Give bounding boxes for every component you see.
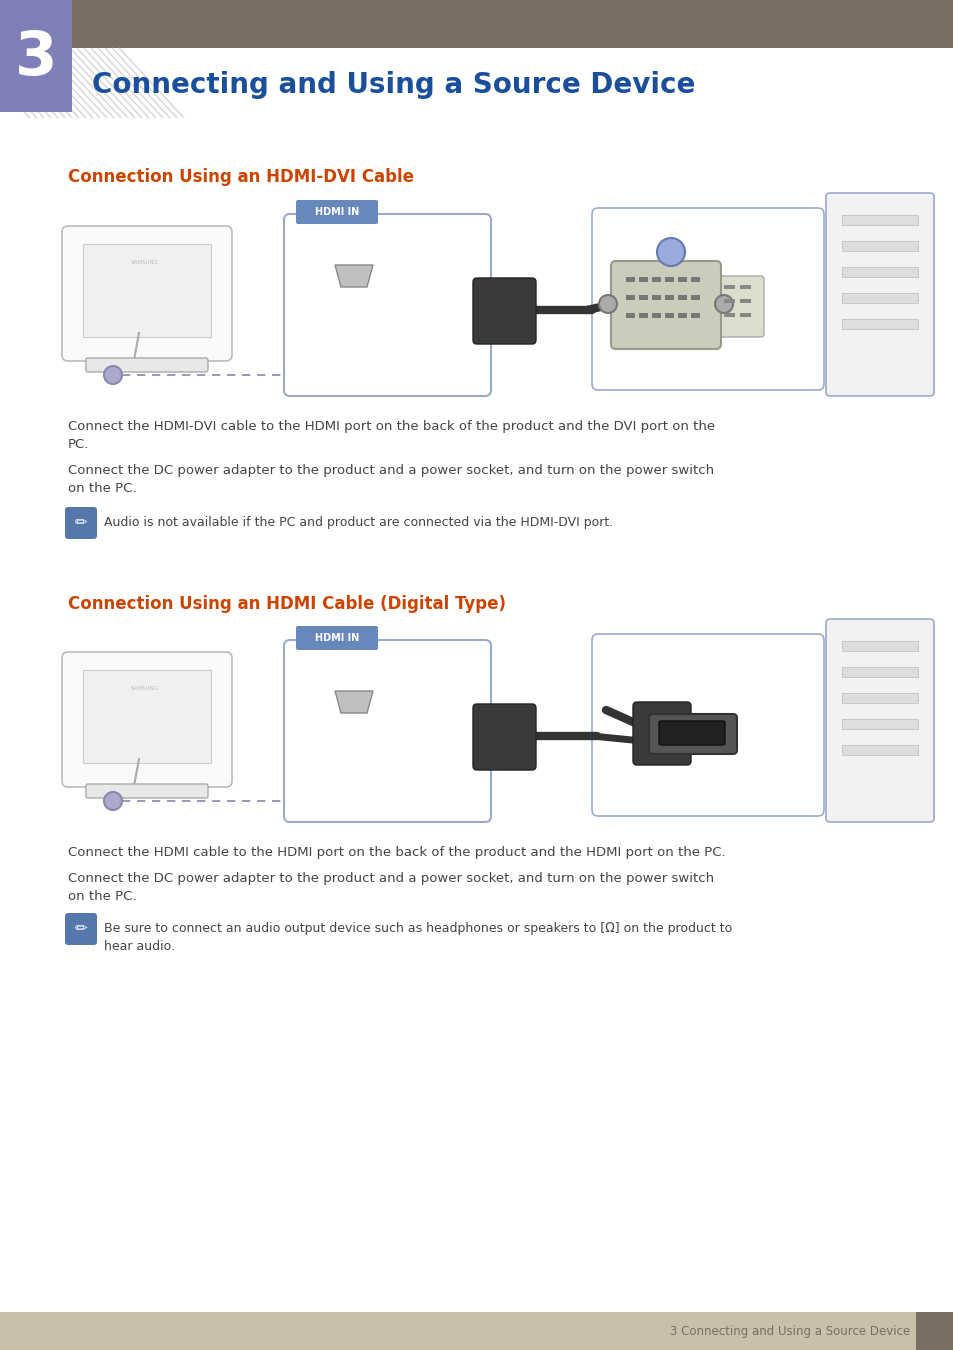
- Text: Connecting and Using a Source Device: Connecting and Using a Source Device: [91, 72, 695, 99]
- FancyBboxPatch shape: [592, 634, 823, 815]
- Circle shape: [104, 366, 122, 383]
- Circle shape: [657, 238, 684, 266]
- Text: PC.: PC.: [68, 437, 90, 451]
- Bar: [690, 296, 700, 300]
- Text: Connect the HDMI-DVI cable to the HDMI port on the back of the product and the D: Connect the HDMI-DVI cable to the HDMI p…: [68, 420, 715, 433]
- Text: on the PC.: on the PC.: [68, 482, 136, 495]
- Text: Connect the DC power adapter to the product and a power socket, and turn on the : Connect the DC power adapter to the prod…: [68, 872, 714, 886]
- Text: Connect the HDMI cable to the HDMI port on the back of the product and the HDMI : Connect the HDMI cable to the HDMI port …: [68, 846, 725, 859]
- FancyBboxPatch shape: [825, 193, 933, 396]
- FancyBboxPatch shape: [592, 208, 823, 390]
- Polygon shape: [335, 265, 373, 288]
- FancyBboxPatch shape: [473, 278, 536, 344]
- Bar: [664, 277, 673, 282]
- Circle shape: [104, 792, 122, 810]
- Bar: [664, 313, 673, 319]
- FancyBboxPatch shape: [65, 508, 97, 539]
- Text: Be sure to connect an audio output device such as headphones or speakers to [Ω] : Be sure to connect an audio output devic…: [104, 922, 732, 936]
- Text: HDMI IN: HDMI IN: [314, 633, 358, 643]
- Bar: [841, 319, 917, 329]
- Bar: [0, 1312, 953, 1350]
- Bar: [723, 298, 734, 302]
- Polygon shape: [335, 691, 373, 713]
- Bar: [0, 0, 71, 112]
- FancyBboxPatch shape: [295, 626, 377, 649]
- Bar: [639, 296, 647, 300]
- Bar: [690, 277, 700, 282]
- Circle shape: [598, 296, 617, 313]
- Bar: [841, 667, 917, 676]
- Text: SAMSUNG: SAMSUNG: [131, 686, 159, 690]
- Bar: [841, 745, 917, 755]
- Bar: [664, 296, 673, 300]
- FancyBboxPatch shape: [825, 620, 933, 822]
- Bar: [740, 285, 750, 289]
- Bar: [841, 720, 917, 729]
- Text: Connection Using an HDMI Cable (Digital Type): Connection Using an HDMI Cable (Digital …: [68, 595, 505, 613]
- Bar: [639, 277, 647, 282]
- FancyBboxPatch shape: [284, 215, 491, 396]
- Bar: [841, 293, 917, 302]
- Text: Connect the DC power adapter to the product and a power socket, and turn on the : Connect the DC power adapter to the prod…: [68, 464, 714, 477]
- FancyBboxPatch shape: [648, 714, 737, 755]
- Text: ✏: ✏: [74, 516, 88, 531]
- FancyBboxPatch shape: [712, 275, 763, 338]
- Bar: [639, 313, 647, 319]
- Circle shape: [714, 296, 732, 313]
- Bar: [723, 313, 734, 317]
- Bar: [841, 215, 917, 225]
- Bar: [678, 277, 686, 282]
- Bar: [83, 244, 211, 338]
- Bar: [740, 313, 750, 317]
- Bar: [678, 313, 686, 319]
- Bar: [625, 296, 635, 300]
- Bar: [0, 0, 953, 49]
- FancyBboxPatch shape: [473, 703, 536, 769]
- Text: 3: 3: [14, 28, 57, 88]
- Bar: [651, 313, 660, 319]
- FancyBboxPatch shape: [284, 640, 491, 822]
- Bar: [625, 277, 635, 282]
- Text: on the PC.: on the PC.: [68, 890, 136, 903]
- Bar: [915, 1312, 953, 1350]
- Text: Audio is not available if the PC and product are connected via the HDMI-DVI port: Audio is not available if the PC and pro…: [104, 516, 613, 529]
- FancyBboxPatch shape: [610, 261, 720, 350]
- Bar: [651, 296, 660, 300]
- Bar: [690, 313, 700, 319]
- Text: HDMI IN: HDMI IN: [314, 207, 358, 217]
- FancyBboxPatch shape: [62, 225, 232, 360]
- Text: ✏: ✏: [74, 922, 88, 937]
- Text: SAMSUNG: SAMSUNG: [131, 259, 159, 265]
- FancyBboxPatch shape: [65, 913, 97, 945]
- Bar: [625, 313, 635, 319]
- Text: Connection Using an HDMI-DVI Cable: Connection Using an HDMI-DVI Cable: [68, 167, 414, 186]
- FancyBboxPatch shape: [659, 721, 724, 745]
- FancyBboxPatch shape: [633, 702, 690, 765]
- FancyBboxPatch shape: [295, 200, 377, 224]
- Bar: [841, 267, 917, 277]
- Bar: [83, 670, 211, 763]
- FancyBboxPatch shape: [62, 652, 232, 787]
- Bar: [740, 298, 750, 302]
- Bar: [678, 296, 686, 300]
- Bar: [841, 641, 917, 651]
- Bar: [651, 277, 660, 282]
- Bar: [841, 242, 917, 251]
- FancyBboxPatch shape: [86, 784, 208, 798]
- FancyBboxPatch shape: [86, 358, 208, 373]
- Text: 3 Connecting and Using a Source Device: 3 Connecting and Using a Source Device: [669, 1324, 909, 1338]
- Text: hear audio.: hear audio.: [104, 940, 174, 953]
- Bar: [723, 285, 734, 289]
- Bar: [841, 693, 917, 703]
